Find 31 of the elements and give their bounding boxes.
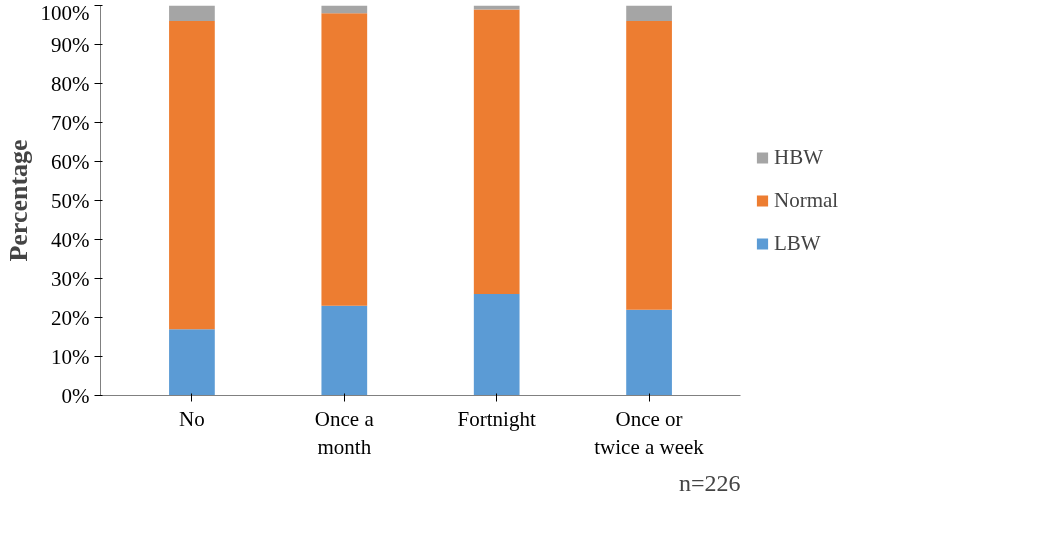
y-tick-label: 20% — [51, 305, 90, 330]
y-tick-label: 90% — [51, 32, 90, 57]
bar — [321, 5, 368, 14]
bar — [626, 309, 672, 396]
x-tick-label: Once a month — [314, 406, 375, 460]
legend-label: Normal — [774, 187, 839, 213]
bar — [169, 329, 215, 396]
bar — [169, 5, 215, 22]
y-tick-label: 70% — [51, 110, 90, 135]
x-tick-label: Once or twice a week — [594, 406, 705, 460]
y-tick-label: 0% — [61, 383, 90, 408]
bar — [321, 305, 368, 396]
legend-label: LBW — [774, 230, 821, 256]
legend-label: HBW — [774, 144, 823, 170]
x-tick-label: No — [179, 406, 205, 431]
bar — [626, 5, 672, 22]
y-tick-label: 10% — [51, 344, 90, 369]
text: n=226 — [678, 469, 741, 496]
y-tick-label: 30% — [51, 266, 90, 291]
y-axis-title: Percentage — [3, 139, 33, 262]
y-tick-label: 50% — [51, 188, 90, 213]
y-tick-label: 60% — [51, 149, 90, 174]
bar — [473, 9, 520, 295]
bar — [321, 13, 368, 306]
y-tick-label: 80% — [51, 71, 90, 96]
bar — [473, 294, 520, 396]
y-tick-label: 40% — [51, 227, 90, 252]
bar — [626, 21, 672, 310]
y-tick-label: 100% — [40, 0, 90, 25]
bar — [169, 21, 215, 330]
x-tick-label: Fortnight — [457, 406, 536, 431]
